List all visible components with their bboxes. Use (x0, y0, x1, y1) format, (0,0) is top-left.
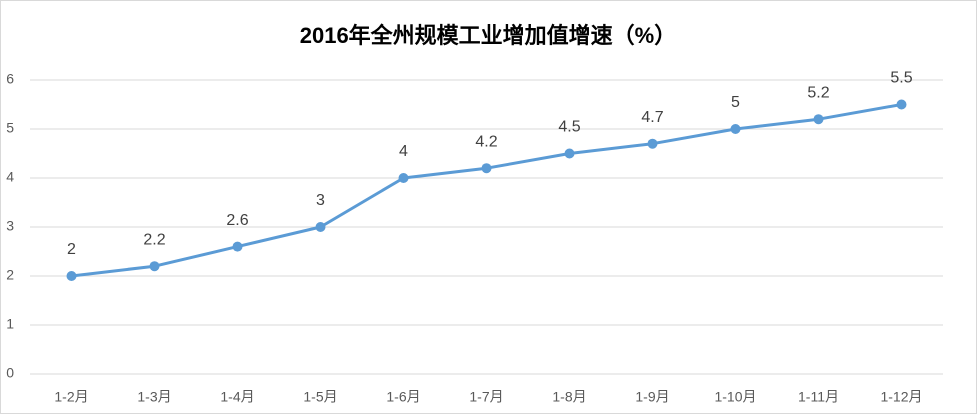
marker (564, 148, 575, 159)
data-label: 4.2 (475, 133, 497, 150)
x-tick-label: 1-6月 (386, 389, 420, 405)
x-tick-label: 1-7月 (469, 389, 503, 405)
data-label: 2 (67, 241, 76, 258)
marker (896, 99, 907, 110)
data-label: 4.5 (558, 119, 580, 136)
y-tick-label: 1 (6, 316, 14, 332)
marker (813, 114, 824, 125)
marker (315, 222, 326, 232)
data-label: 5.2 (807, 84, 829, 101)
data-label: 4.7 (641, 109, 663, 126)
data-label: 2.6 (226, 212, 248, 229)
marker (66, 271, 77, 281)
marker (647, 138, 658, 149)
x-tick-label: 1-8月 (552, 389, 586, 405)
x-tick-label: 1-5月 (303, 389, 337, 405)
y-tick-label: 6 (6, 71, 14, 87)
data-label: 4 (399, 143, 408, 160)
marker (149, 261, 160, 272)
marker (232, 241, 243, 252)
marker (481, 163, 492, 174)
y-tick-label: 4 (6, 169, 14, 185)
marker (398, 173, 409, 183)
x-tick-label: 1-2月 (54, 389, 88, 405)
y-tick-label: 5 (6, 120, 14, 136)
data-label: 5 (731, 94, 740, 111)
x-tick-label: 1-10月 (714, 389, 756, 405)
marker (730, 124, 741, 134)
data-label: 2.2 (143, 231, 165, 248)
x-tick-label: 1-11月 (798, 389, 839, 405)
y-tick-label: 3 (6, 218, 14, 234)
x-tick-label: 1-9月 (635, 389, 669, 405)
x-tick-label: 1-12月 (880, 389, 922, 405)
x-tick-label: 1-4月 (220, 389, 254, 405)
x-tick-label: 1-3月 (137, 389, 171, 405)
data-label: 3 (316, 192, 325, 209)
chart-title: 2016年全州规模工业增加值增速（%） (300, 23, 677, 48)
y-tick-label: 0 (6, 365, 14, 381)
data-label: 5.5 (890, 70, 912, 87)
y-tick-label: 2 (6, 267, 14, 283)
